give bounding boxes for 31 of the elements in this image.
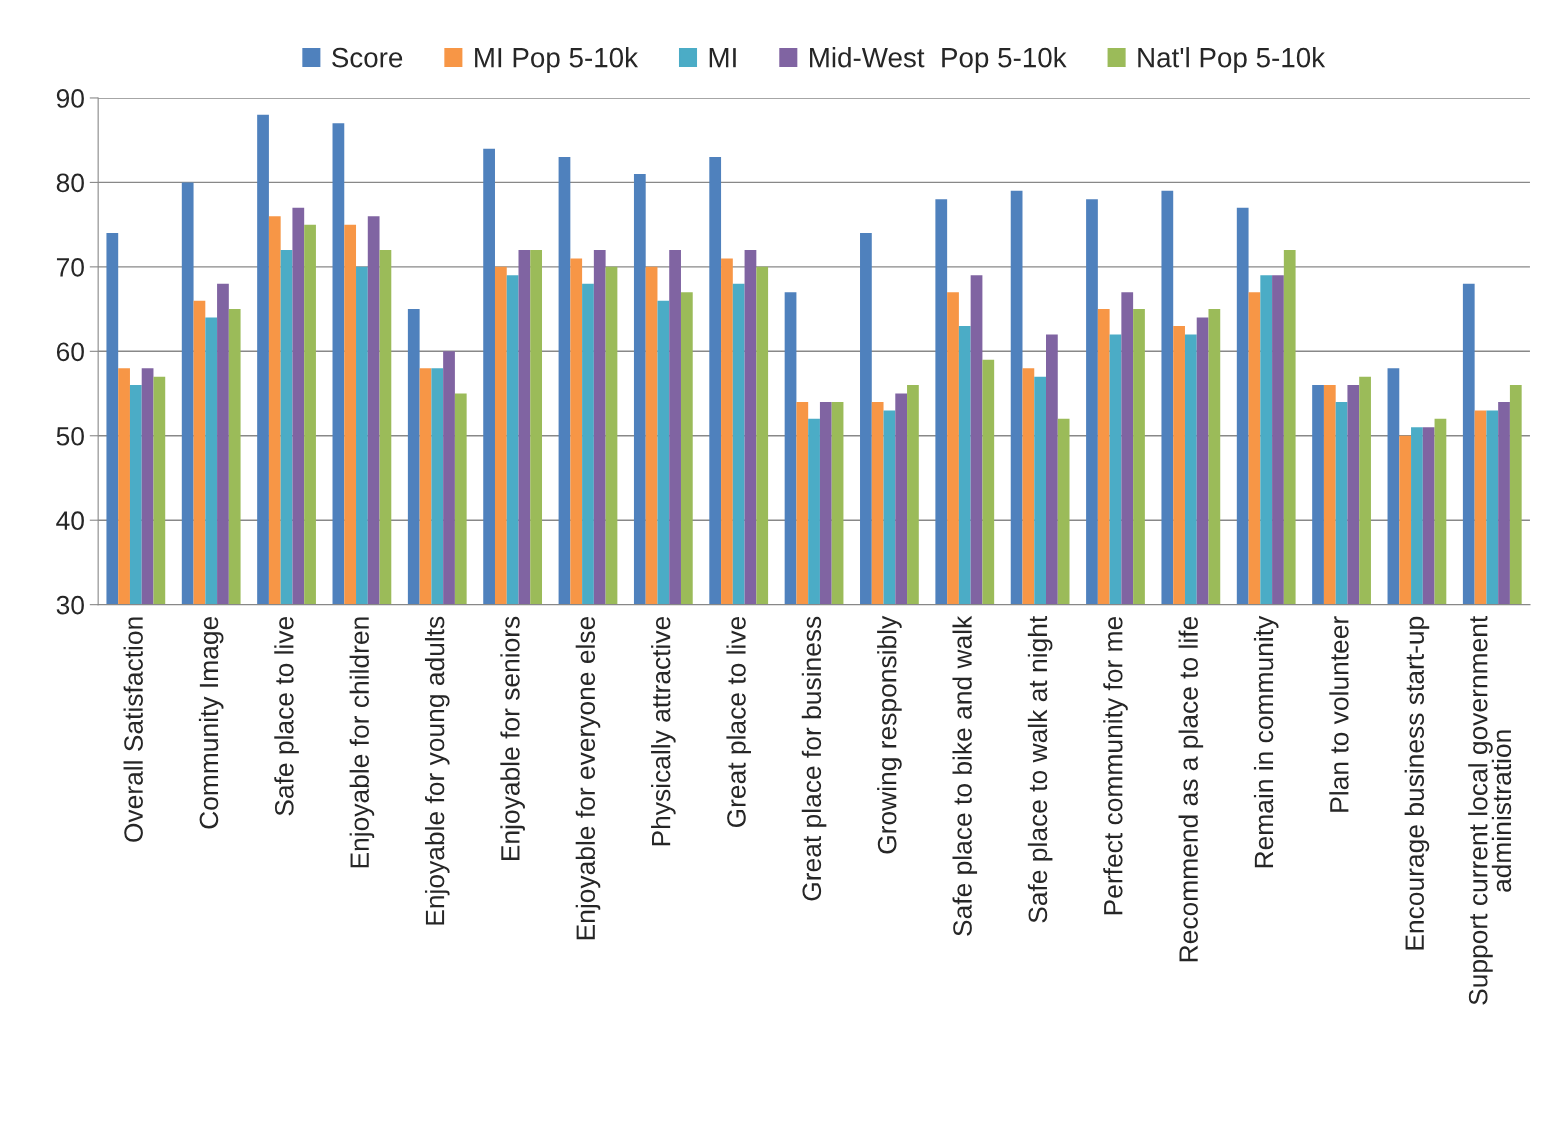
x-tick-label: Community Image bbox=[198, 616, 224, 829]
x-tick-label: Enjoyable for children bbox=[349, 617, 375, 868]
x-tick-label: Physically attractive bbox=[651, 616, 676, 846]
y-tick-label: 50 bbox=[56, 426, 84, 446]
y-tick-label: 70 bbox=[56, 258, 84, 277]
x-tick-label: Growing responsibly bbox=[877, 615, 902, 854]
x-tick-label: Safe place to walk at night bbox=[1027, 615, 1053, 923]
legend-label: MI Pop 5-10k bbox=[475, 47, 639, 73]
y-tick-label: 30 bbox=[56, 595, 84, 615]
x-tick-label: Perfect community for me bbox=[1103, 616, 1128, 915]
y-tick-label: 80 bbox=[56, 173, 84, 193]
x-tick-label: Enjoyable for seniors bbox=[500, 616, 525, 861]
legend-label: Score bbox=[332, 47, 403, 68]
x-tick-label: Recommend as a place to life bbox=[1178, 616, 1204, 962]
x-tick-label: Enjoyable for everyone else bbox=[575, 616, 601, 940]
x-tick-label: Remain in community bbox=[1253, 615, 1279, 868]
x-tick-label: Great place to live bbox=[726, 616, 751, 828]
legend-label: Nat'l Pop 5-10k bbox=[1138, 47, 1326, 73]
legend-label: MI bbox=[709, 48, 736, 68]
x-tick-label: Overall Satisfaction bbox=[123, 617, 143, 842]
y-tick-label: 90 bbox=[56, 89, 84, 108]
x-tick-label: Support current local government administration bbox=[1468, 615, 1512, 1005]
x-tick-label: Enjoyable for young adults bbox=[424, 616, 450, 925]
y-tick-label: 60 bbox=[56, 342, 84, 362]
legend-label: Mid-West Pop 5-10k bbox=[810, 47, 1067, 73]
y-tick-label: 40 bbox=[56, 511, 84, 531]
x-tick-label: Safe place to bike and walk bbox=[952, 615, 978, 936]
x-tick-label: Great place for business bbox=[801, 616, 827, 901]
x-tick-label: Plan to volunteer bbox=[1329, 616, 1349, 812]
x-tick-label: Encourage business start-up bbox=[1404, 616, 1430, 950]
x-tick-label: Safe place to live bbox=[274, 616, 299, 816]
